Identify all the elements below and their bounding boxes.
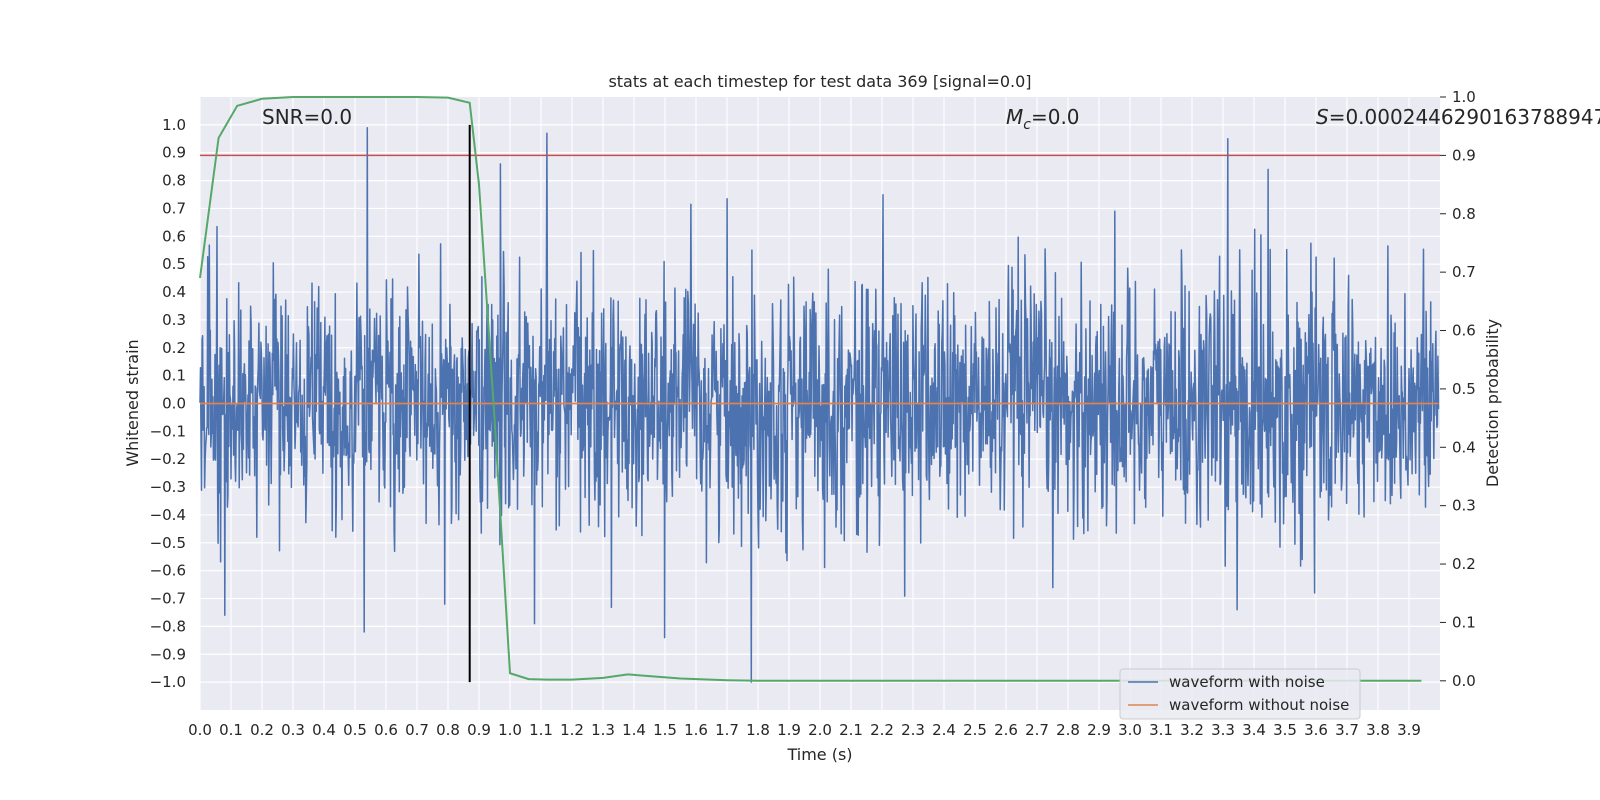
legend-box (1119, 668, 1361, 720)
x-tick-label: 1.1 (529, 721, 553, 739)
chirp-mass-symbol: M (1006, 105, 1023, 129)
detection-probability-line (199, 96, 1422, 682)
y-tick-label: −1.0 (150, 673, 186, 691)
x-tick-label: 2.6 (994, 721, 1018, 739)
x-tick-label: 2.7 (1025, 721, 1049, 739)
right-axis-ticks: 1.0 0.9 0.8 0.7 0.6 0.5 0.4 0.3 0.2 0.1 0.0 (1440, 88, 1476, 690)
x-tick-label: 1.3 (591, 721, 615, 739)
x-tick-label: 3.5 (1273, 721, 1297, 739)
x-tick-label: 0.0 (188, 721, 212, 739)
x-tick-label: 1.5 (653, 721, 677, 739)
x-tick-label: 1.9 (777, 721, 801, 739)
y-tick-label: 0.4 (162, 283, 186, 301)
y-tick-label: −0.8 (150, 617, 186, 635)
y-tick-label: 0.6 (162, 227, 186, 245)
y-tick-label: −0.5 (150, 534, 186, 552)
right-axis-label: Detection probability (1483, 319, 1502, 487)
x-tick-label: 1.7 (715, 721, 739, 739)
right-tick-label: 1.0 (1452, 88, 1476, 106)
x-tick-label: 1.4 (622, 721, 646, 739)
y-axis-label: Whitened strain (123, 339, 142, 466)
x-tick-label: 0.1 (219, 721, 243, 739)
y-tick-label: 0.0 (162, 395, 186, 413)
right-tick-label: 0.5 (1452, 380, 1476, 398)
y-tick-label: 0.8 (162, 172, 186, 190)
x-tick-label: 1.0 (498, 721, 522, 739)
marks (199, 96, 1440, 683)
right-tick-label: 0.6 (1452, 322, 1476, 340)
score-value: =0.00024462901637889475 (1329, 105, 1600, 129)
legend-label-clean: waveform without noise (1169, 696, 1349, 714)
x-axis-label: Time (s) (786, 745, 852, 764)
x-tick-label: 3.9 (1397, 721, 1421, 739)
y-tick-label: −0.7 (150, 590, 186, 608)
x-tick-label: 0.5 (343, 721, 367, 739)
x-tick-label: 2.8 (1056, 721, 1080, 739)
x-tick-label: 0.2 (250, 721, 274, 739)
x-tick-label: 2.3 (901, 721, 925, 739)
x-tick-label: 1.2 (560, 721, 584, 739)
right-tick-label: 0.4 (1452, 438, 1476, 456)
chirp-mass-annotation: Mc=0.0 (1006, 105, 1080, 133)
x-tick-label: 0.4 (312, 721, 336, 739)
y-tick-label: 0.7 (162, 199, 186, 217)
right-tick-label: 0.9 (1452, 146, 1476, 164)
x-tick-label: 0.3 (281, 721, 305, 739)
x-tick-label: 2.0 (808, 721, 832, 739)
y-tick-label: 0.9 (162, 144, 186, 162)
x-tick-label: 2.9 (1087, 721, 1111, 739)
x-tick-label: 0.8 (436, 721, 460, 739)
x-tick-label: 2.4 (932, 721, 956, 739)
y-tick-label: −0.1 (150, 422, 186, 440)
y-tick-label: −0.4 (150, 506, 186, 524)
legend: waveform with noise waveform without noi… (1119, 668, 1361, 720)
x-tick-label: 2.5 (963, 721, 987, 739)
right-tick-label: 0.0 (1452, 672, 1476, 690)
legend-label-noisy: waveform with noise (1169, 673, 1325, 691)
x-tick-label: 3.7 (1335, 721, 1359, 739)
y-tick-label: 0.2 (162, 339, 186, 357)
right-tick-label: 0.3 (1452, 497, 1476, 515)
x-tick-label: 1.6 (684, 721, 708, 739)
right-tick-label: 0.2 (1452, 555, 1476, 573)
y-tick-label: −0.2 (150, 450, 186, 468)
score-symbol: S (1316, 105, 1329, 129)
score-annotation: S=0.00024462901637889475 (1316, 105, 1600, 129)
y-tick-label: 0.5 (162, 255, 186, 273)
x-tick-label: 3.6 (1304, 721, 1328, 739)
waveform-with-noise-line (199, 126, 1440, 683)
y-axis-ticks: 1.0 0.9 0.8 0.7 0.6 0.5 0.4 0.3 0.2 0.1 0.0 −0.1 −0.… (150, 116, 186, 691)
y-tick-label: 0.1 (162, 367, 186, 385)
x-tick-label: 3.0 (1118, 721, 1142, 739)
right-tick-label: 0.8 (1452, 205, 1476, 223)
x-tick-label: 1.8 (746, 721, 770, 739)
y-tick-label: −0.9 (150, 645, 186, 663)
chirp-mass-subscript: c (1023, 117, 1031, 133)
y-tick-label: 0.3 (162, 311, 186, 329)
x-tick-label: 2.1 (839, 721, 863, 739)
x-tick-label: 3.2 (1180, 721, 1204, 739)
x-tick-label: 2.2 (870, 721, 894, 739)
x-tick-label: 3.4 (1242, 721, 1266, 739)
x-tick-label: 3.1 (1149, 721, 1173, 739)
x-tick-label: 0.6 (374, 721, 398, 739)
y-tick-label: −0.3 (150, 478, 186, 496)
chart-title: stats at each timestep for test data 369… (608, 72, 1031, 91)
x-tick-label: 3.3 (1211, 721, 1235, 739)
x-tick-label: 3.8 (1366, 721, 1390, 739)
x-tick-label: 0.9 (467, 721, 491, 739)
y-tick-label: −0.6 (150, 562, 186, 580)
right-tick-label: 0.1 (1452, 613, 1476, 631)
y-tick-label: 1.0 (162, 116, 186, 134)
right-tick-label: 0.7 (1452, 263, 1476, 281)
x-tick-label: 0.7 (405, 721, 429, 739)
snr-annotation: SNR=0.0 (262, 105, 352, 129)
chirp-mass-value: =0.0 (1031, 105, 1080, 129)
x-axis-ticks: 0.0 0.1 0.2 0.3 0.4 0.5 0.6 0.7 0.8 0.9 1.0 1.1 1.2 1… (188, 721, 1421, 739)
